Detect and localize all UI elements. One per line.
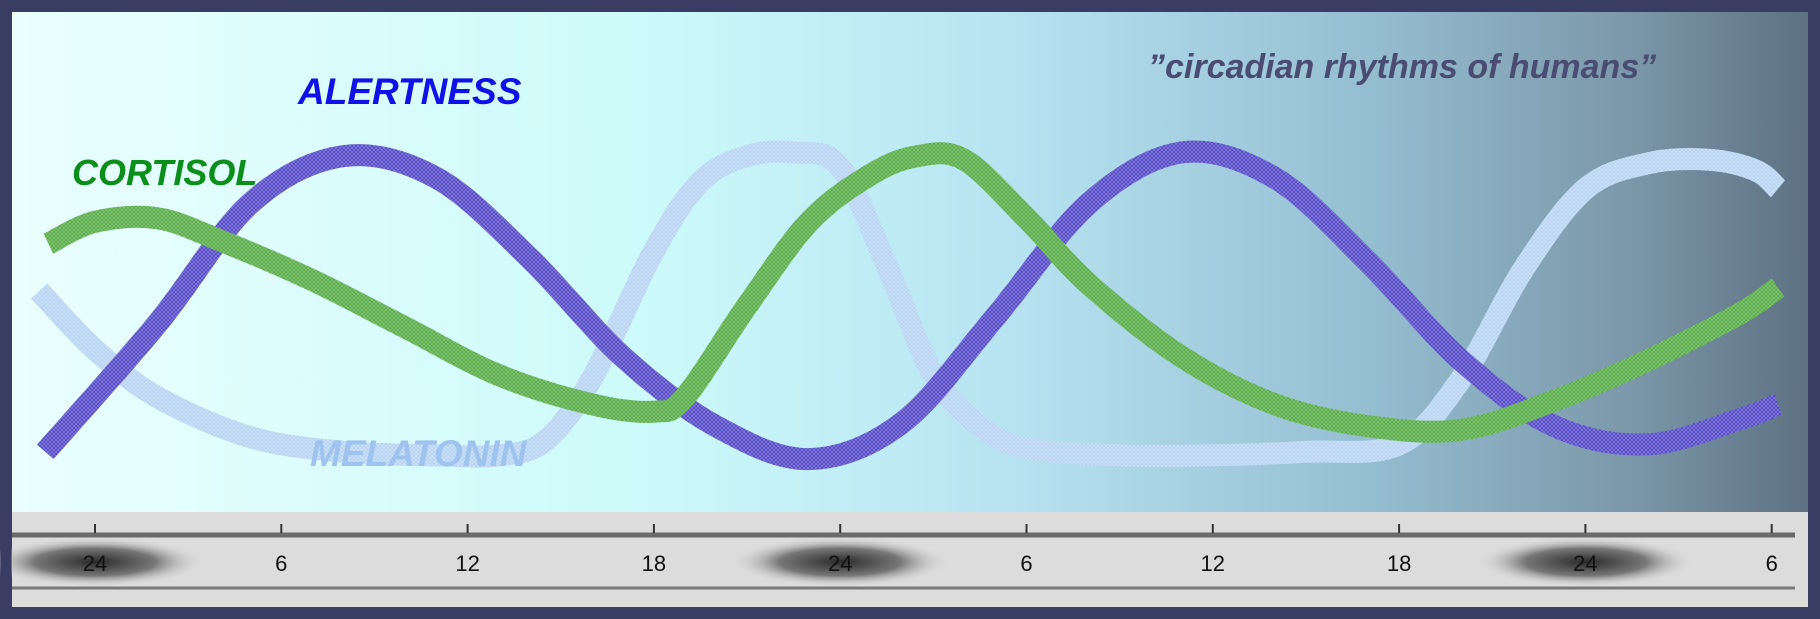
x-tick-label-0: 24 <box>83 551 107 576</box>
x-tick-label-8: 24 <box>1573 551 1597 576</box>
chart-title: ”circadian rhythms of humans” <box>1148 48 1656 86</box>
x-tick-label-1: 6 <box>275 551 287 576</box>
x-axis-ticks: 24 6 12 18 24 6 12 18 24 6 <box>83 524 1778 576</box>
series-alertness <box>37 140 1783 471</box>
series-texture-alertness <box>37 140 1783 471</box>
x-tick-label-4: 24 <box>828 551 852 576</box>
x-tick-label-5: 6 <box>1020 551 1032 576</box>
night-bands <box>0 537 1696 587</box>
label-alertness: ALERTNESS <box>297 71 522 112</box>
series-texture-melatonin <box>31 140 1786 468</box>
x-tick-label-9: 6 <box>1766 551 1778 576</box>
night-band-0 <box>0 537 205 587</box>
x-tick-label-2: 12 <box>455 551 479 576</box>
series-texture-cortisol <box>43 142 1785 443</box>
night-band-2 <box>1475 537 1696 587</box>
x-tick-label-7: 18 <box>1387 551 1411 576</box>
series-layer <box>31 140 1786 471</box>
label-melatonin: MELATONIN <box>310 433 528 474</box>
x-tick-label-6: 12 <box>1201 551 1225 576</box>
label-cortisol: CORTISOL <box>72 152 257 193</box>
x-tick-label-3: 18 <box>642 551 666 576</box>
series-cortisol <box>43 142 1785 443</box>
night-band-1 <box>730 537 951 587</box>
series-melatonin <box>31 140 1786 468</box>
